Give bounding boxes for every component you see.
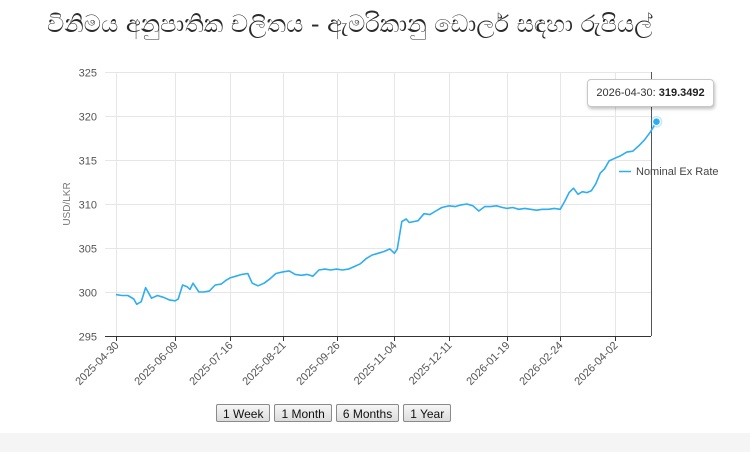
- y-tick-label: 315: [79, 156, 97, 168]
- x-tick-label: 2025-09-26: [294, 340, 342, 388]
- y-tick-label: 320: [79, 112, 97, 124]
- hover-point: [652, 117, 661, 127]
- x-tick-label: 2025-12-11: [407, 340, 455, 388]
- y-tick-label: 295: [79, 332, 97, 344]
- x-tick-label: 2025-04-30: [73, 340, 121, 388]
- x-axis-tick-labels: 2025-04-30 2025-06-09 2025-07-16 2025-08-21…: [73, 340, 620, 388]
- legend[interactable]: Nominal Ex Rate: [619, 166, 719, 178]
- tooltip-value: 319.3492: [658, 87, 705, 99]
- chart-title: විනිමය අනුපාතික චලිතය - ඇමරිකානු ඩොලර් ස…: [47, 10, 653, 38]
- range-buttons: 1 Week 1 Month 6 Months 1 Year: [216, 404, 452, 422]
- y-axis-tick-labels: 295 300 305 310 315 320 325: [79, 68, 97, 344]
- x-tick-label: 2025-07-16: [187, 340, 235, 388]
- y-tick-label: 325: [79, 68, 97, 80]
- one-year-button[interactable]: 1 Year: [403, 404, 452, 422]
- grid-lines: [105, 72, 651, 341]
- page-footer-strip: [0, 433, 750, 452]
- one-week-button[interactable]: 1 Week: [216, 404, 271, 422]
- x-tick-label: 2026-02-24: [517, 340, 565, 388]
- legend-label: Nominal Ex Rate: [636, 166, 719, 178]
- x-tick-label: 2025-08-21: [240, 340, 288, 388]
- y-tick-label: 300: [79, 288, 97, 300]
- one-month-button[interactable]: 1 Month: [274, 404, 332, 422]
- x-tick-label: 2025-06-09: [132, 340, 180, 388]
- y-axis-title: USD/LKR: [62, 182, 73, 225]
- tooltip-date: 2026-04-30:: [596, 87, 656, 99]
- x-tick-label: 2026-01-19: [464, 340, 512, 388]
- y-tick-label: 310: [79, 200, 97, 212]
- axes: [105, 72, 652, 337]
- six-months-button[interactable]: 6 Months: [335, 404, 400, 422]
- x-tick-label: 2026-04-02: [572, 340, 620, 388]
- hover-tooltip: 2026-04-30: 319.3492: [587, 79, 714, 107]
- x-tick-label: 2025-11-04: [352, 340, 400, 388]
- y-tick-label: 305: [79, 244, 97, 256]
- series-line-nominal-ex-rate: [115, 121, 658, 306]
- series-group: [115, 115, 663, 306]
